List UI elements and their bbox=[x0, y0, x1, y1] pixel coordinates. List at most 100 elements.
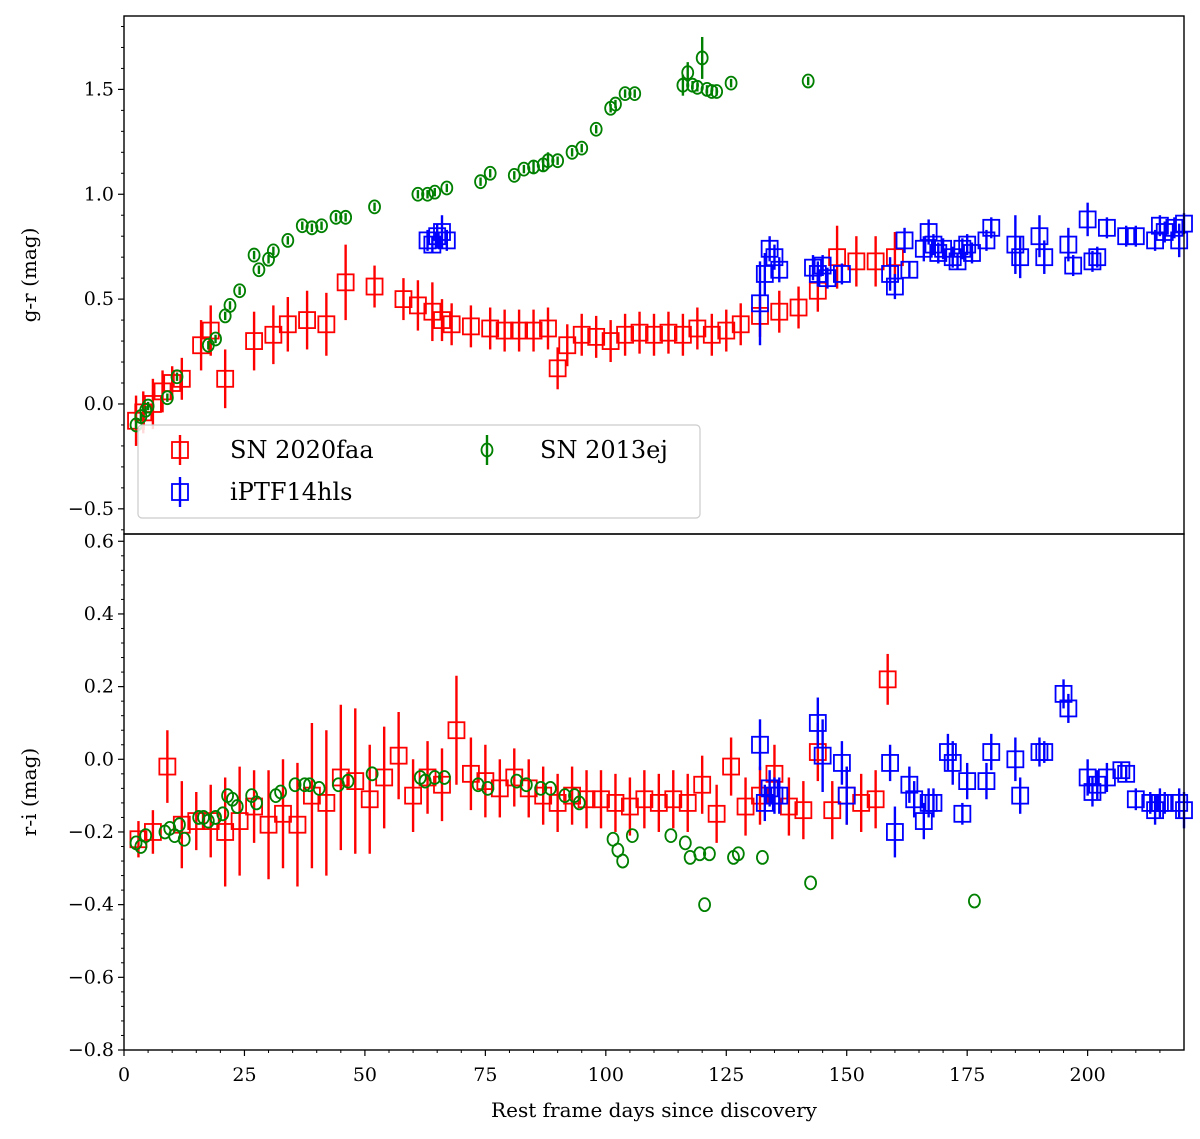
y-tick-label: −0.8 bbox=[68, 1039, 114, 1061]
data-point-sn2013ej bbox=[177, 831, 191, 847]
data-point-iptf14hls bbox=[914, 812, 933, 830]
data-point-iptf14hls bbox=[1064, 256, 1083, 275]
data-point-sn2020faa bbox=[558, 336, 577, 355]
legend-entry-iptf14hls: iPTF14hls bbox=[171, 477, 352, 507]
data-point-sn2020faa bbox=[722, 757, 740, 776]
y-tick-label: 0.0 bbox=[84, 748, 114, 770]
data-point-sn2020faa bbox=[707, 804, 726, 823]
data-point-iptf14hls bbox=[813, 256, 832, 275]
data-point-sn2013ej bbox=[250, 795, 263, 811]
data-point-iptf14hls bbox=[982, 743, 1001, 761]
data-point-iptf14hls bbox=[1006, 235, 1025, 254]
top-panel-axes: −0.5 0.0 0.5 1.0 1.5 bbox=[68, 25, 124, 531]
data-point-sn2013ej bbox=[481, 780, 495, 796]
data-point-sn2013ej bbox=[421, 186, 434, 202]
data-point-sn2020faa bbox=[524, 321, 543, 340]
data-point-sn2013ej bbox=[519, 777, 533, 793]
data-point-sn2013ej bbox=[551, 153, 565, 169]
data-point-iptf14hls bbox=[881, 265, 899, 283]
data-point-sn2020faa bbox=[664, 790, 683, 809]
data-point-sn2013ej bbox=[298, 777, 312, 793]
data-point-iptf14hls bbox=[900, 775, 919, 794]
x-tick-label: 125 bbox=[708, 1064, 744, 1086]
data-point-iptf14hls bbox=[765, 248, 784, 267]
x-tick-label: 75 bbox=[473, 1064, 497, 1086]
data-point-sn2020faa bbox=[481, 319, 500, 338]
top-panel-plot-area bbox=[127, 36, 1193, 446]
legend: SN 2020faa iPTF14hls SN 2013ej bbox=[137, 424, 701, 519]
data-point-sn2013ej bbox=[274, 784, 287, 800]
data-point-sn2020faa bbox=[645, 325, 663, 344]
data-point-sn2020faa bbox=[490, 779, 509, 798]
data-point-sn2013ej bbox=[173, 817, 186, 833]
data-point-sn2013ej bbox=[368, 199, 381, 215]
data-point-iptf14hls bbox=[813, 746, 832, 765]
data-point-sn2020faa bbox=[264, 325, 283, 344]
data-point-iptf14hls bbox=[1088, 248, 1107, 267]
data-point-sn2013ej bbox=[428, 770, 442, 785]
data-point-sn2020faa bbox=[616, 325, 634, 344]
data-point-sn2013ej bbox=[676, 77, 690, 93]
data-point-iptf14hls bbox=[808, 714, 827, 732]
data-point-sn2020faa bbox=[659, 323, 678, 342]
data-point-iptf14hls bbox=[818, 269, 837, 288]
data-point-sn2013ej bbox=[609, 96, 622, 112]
data-point-iptf14hls bbox=[977, 231, 996, 250]
data-point-sn2020faa bbox=[702, 325, 721, 344]
data-point-sn2020faa bbox=[365, 277, 384, 296]
data-point-iptf14hls bbox=[953, 804, 972, 823]
data-point-sn2013ej bbox=[756, 850, 769, 865]
data-point-iptf14hls bbox=[900, 260, 919, 279]
data-point-sn2013ej bbox=[288, 777, 302, 793]
data-point-sn2013ej bbox=[664, 828, 678, 844]
data-point-iptf14hls bbox=[1151, 216, 1169, 235]
data-point-sn2020faa bbox=[144, 823, 162, 841]
bottom-panel-y-axis-label: r-i (mag) bbox=[17, 748, 41, 836]
data-point-iptf14hls bbox=[437, 231, 456, 250]
data-point-sn2020faa bbox=[346, 772, 365, 790]
data-point-sn2020faa bbox=[298, 311, 316, 329]
data-point-iptf14hls bbox=[1030, 227, 1049, 246]
data-point-sn2013ej bbox=[572, 795, 586, 811]
data-point-iptf14hls bbox=[886, 823, 904, 841]
data-point-iptf14hls bbox=[770, 786, 789, 805]
data-point-sn2013ej bbox=[534, 780, 548, 796]
data-point-sn2020faa bbox=[789, 298, 808, 317]
data-point-sn2020faa bbox=[462, 317, 480, 336]
data-point-iptf14hls bbox=[837, 786, 856, 805]
data-point-iptf14hls bbox=[1165, 218, 1184, 237]
data-point-sn2020faa bbox=[216, 369, 235, 388]
y-tick-label: 0.4 bbox=[84, 603, 114, 625]
data-point-sn2020faa bbox=[688, 319, 707, 338]
data-point-sn2020faa bbox=[317, 794, 336, 812]
data-point-sn2013ej bbox=[558, 788, 572, 804]
data-point-iptf14hls bbox=[977, 772, 996, 790]
data-point-sn2013ej bbox=[801, 73, 815, 89]
data-point-iptf14hls bbox=[751, 735, 769, 754]
data-point-sn2013ej bbox=[544, 780, 557, 796]
data-point-sn2020faa bbox=[649, 794, 668, 812]
x-tick-label: 50 bbox=[353, 1064, 377, 1086]
data-point-iptf14hls bbox=[755, 265, 774, 283]
data-point-iptf14hls bbox=[1117, 227, 1136, 246]
data-point-sn2020faa bbox=[216, 823, 235, 841]
y-tick-label: −0.2 bbox=[68, 821, 114, 843]
x-tick-label: 175 bbox=[949, 1064, 985, 1086]
data-point-sn2020faa bbox=[780, 797, 798, 816]
data-point-sn2013ej bbox=[247, 247, 261, 263]
data-point-iptf14hls bbox=[943, 754, 962, 772]
data-point-sn2020faa bbox=[442, 315, 461, 334]
legend-marker-sn2020faa bbox=[171, 435, 189, 465]
data-point-sn2020faa bbox=[731, 315, 750, 334]
data-point-sn2020faa bbox=[601, 332, 620, 350]
data-point-sn2020faa bbox=[288, 815, 307, 834]
legend-frame bbox=[137, 424, 701, 519]
y-tick-label: 0.0 bbox=[84, 393, 114, 415]
data-point-sn2013ej bbox=[141, 398, 155, 414]
data-point-sn2013ej bbox=[695, 50, 709, 66]
data-point-sn2013ej bbox=[230, 799, 244, 814]
data-point-sn2013ej bbox=[681, 65, 695, 81]
data-point-sn2020faa bbox=[606, 794, 625, 812]
series-sn2013ej-bottom bbox=[129, 766, 981, 913]
